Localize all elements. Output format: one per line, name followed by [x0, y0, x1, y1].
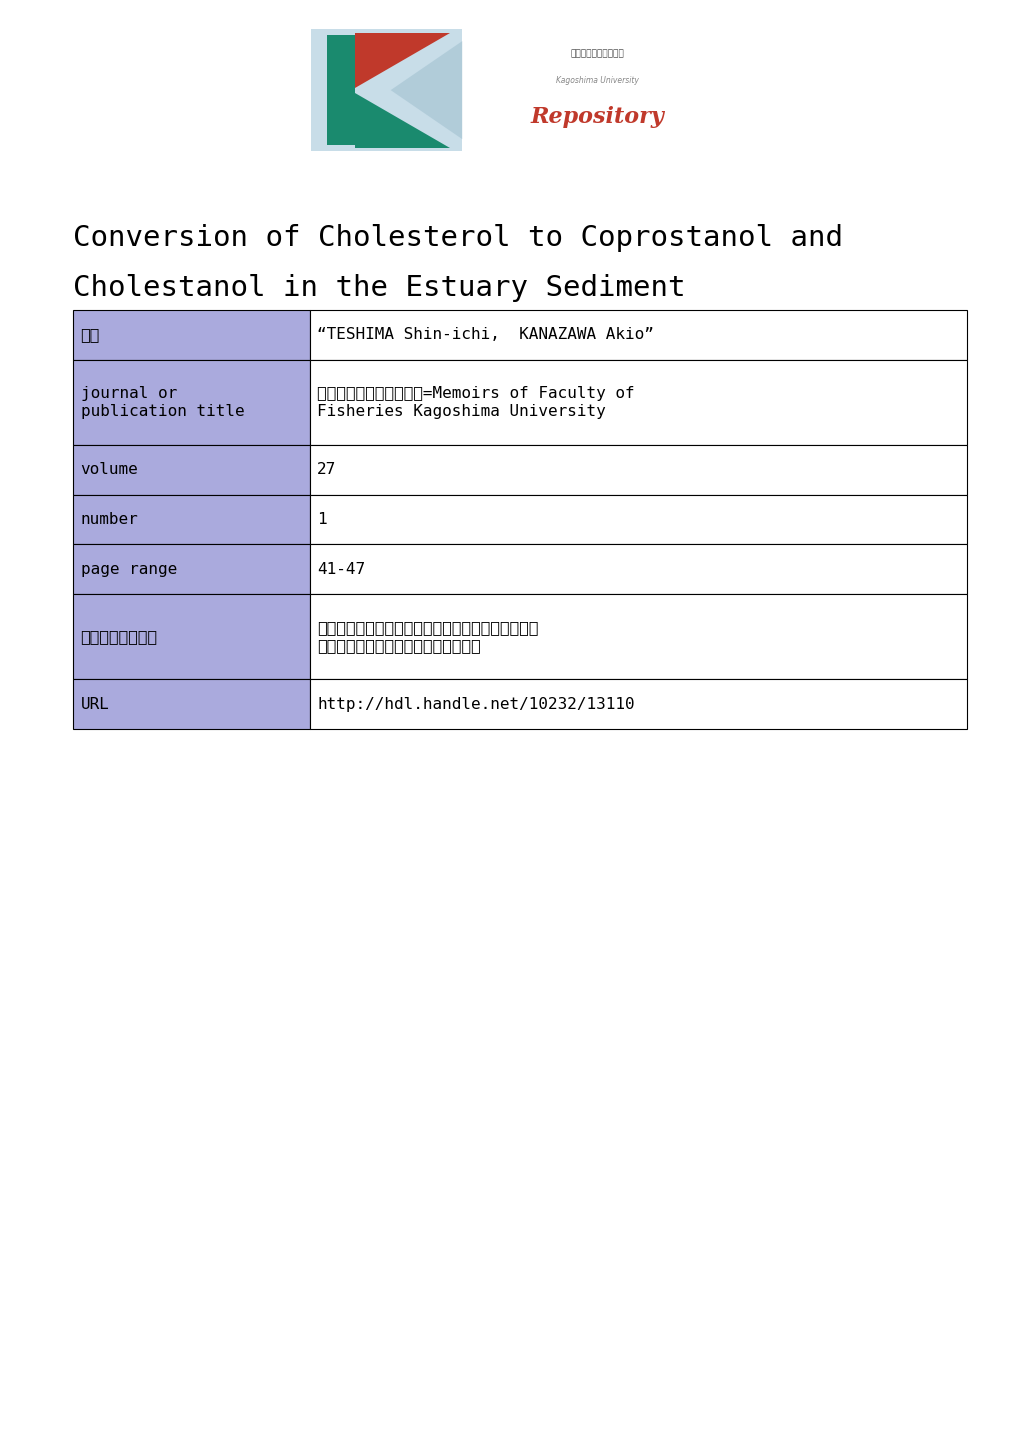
FancyBboxPatch shape	[310, 495, 966, 544]
FancyBboxPatch shape	[327, 35, 355, 146]
FancyBboxPatch shape	[73, 544, 310, 594]
FancyBboxPatch shape	[73, 444, 310, 495]
Text: 著者: 著者	[81, 327, 100, 342]
FancyBboxPatch shape	[73, 679, 310, 728]
Text: 41-47: 41-47	[317, 562, 365, 577]
Text: Conversion of Cholesterol to Coprostanol and: Conversion of Cholesterol to Coprostanol…	[73, 224, 843, 251]
FancyBboxPatch shape	[311, 29, 462, 151]
Text: Repository: Repository	[530, 107, 663, 128]
FancyBboxPatch shape	[310, 359, 966, 444]
Polygon shape	[390, 40, 462, 140]
Text: 1: 1	[317, 512, 327, 526]
Text: URL: URL	[81, 696, 109, 711]
FancyBboxPatch shape	[73, 310, 310, 359]
Text: volume: volume	[81, 463, 139, 477]
Text: http://hdl.handle.net/10232/13110: http://hdl.handle.net/10232/13110	[317, 696, 635, 711]
Polygon shape	[355, 92, 450, 147]
FancyBboxPatch shape	[73, 359, 310, 444]
Text: 鹿児島大学リポジトリ: 鹿児島大学リポジトリ	[570, 49, 624, 58]
Text: 鹿児島大学水産学部紀要=Memoirs of Faculty of
Fisheries Kagoshima University: 鹿児島大学水産学部紀要=Memoirs of Faculty of Fisher…	[317, 385, 635, 420]
FancyBboxPatch shape	[310, 544, 966, 594]
Text: Cholestanol in the Estuary Sediment: Cholestanol in the Estuary Sediment	[73, 274, 685, 301]
Text: 海底堆積物におけるコレステロールからコプロスタ
ノールおよびコレスタノールへの変換: 海底堆積物におけるコレステロールからコプロスタ ノールおよびコレスタノールへの変…	[317, 620, 538, 653]
Text: journal or
publication title: journal or publication title	[81, 385, 244, 420]
Text: 27: 27	[317, 463, 336, 477]
Text: number: number	[81, 512, 139, 526]
Text: “TESHIMA Shin-ichi,  KANAZAWA Akio”: “TESHIMA Shin-ichi, KANAZAWA Akio”	[317, 327, 653, 342]
FancyBboxPatch shape	[310, 310, 966, 359]
FancyBboxPatch shape	[73, 594, 310, 679]
Text: 別言語のタイトル: 別言語のタイトル	[81, 629, 157, 645]
FancyBboxPatch shape	[310, 444, 966, 495]
FancyBboxPatch shape	[310, 594, 966, 679]
FancyBboxPatch shape	[73, 495, 310, 544]
FancyBboxPatch shape	[310, 679, 966, 728]
Text: page range: page range	[81, 562, 176, 577]
Polygon shape	[355, 33, 450, 88]
Text: Kagoshima University: Kagoshima University	[555, 76, 638, 85]
